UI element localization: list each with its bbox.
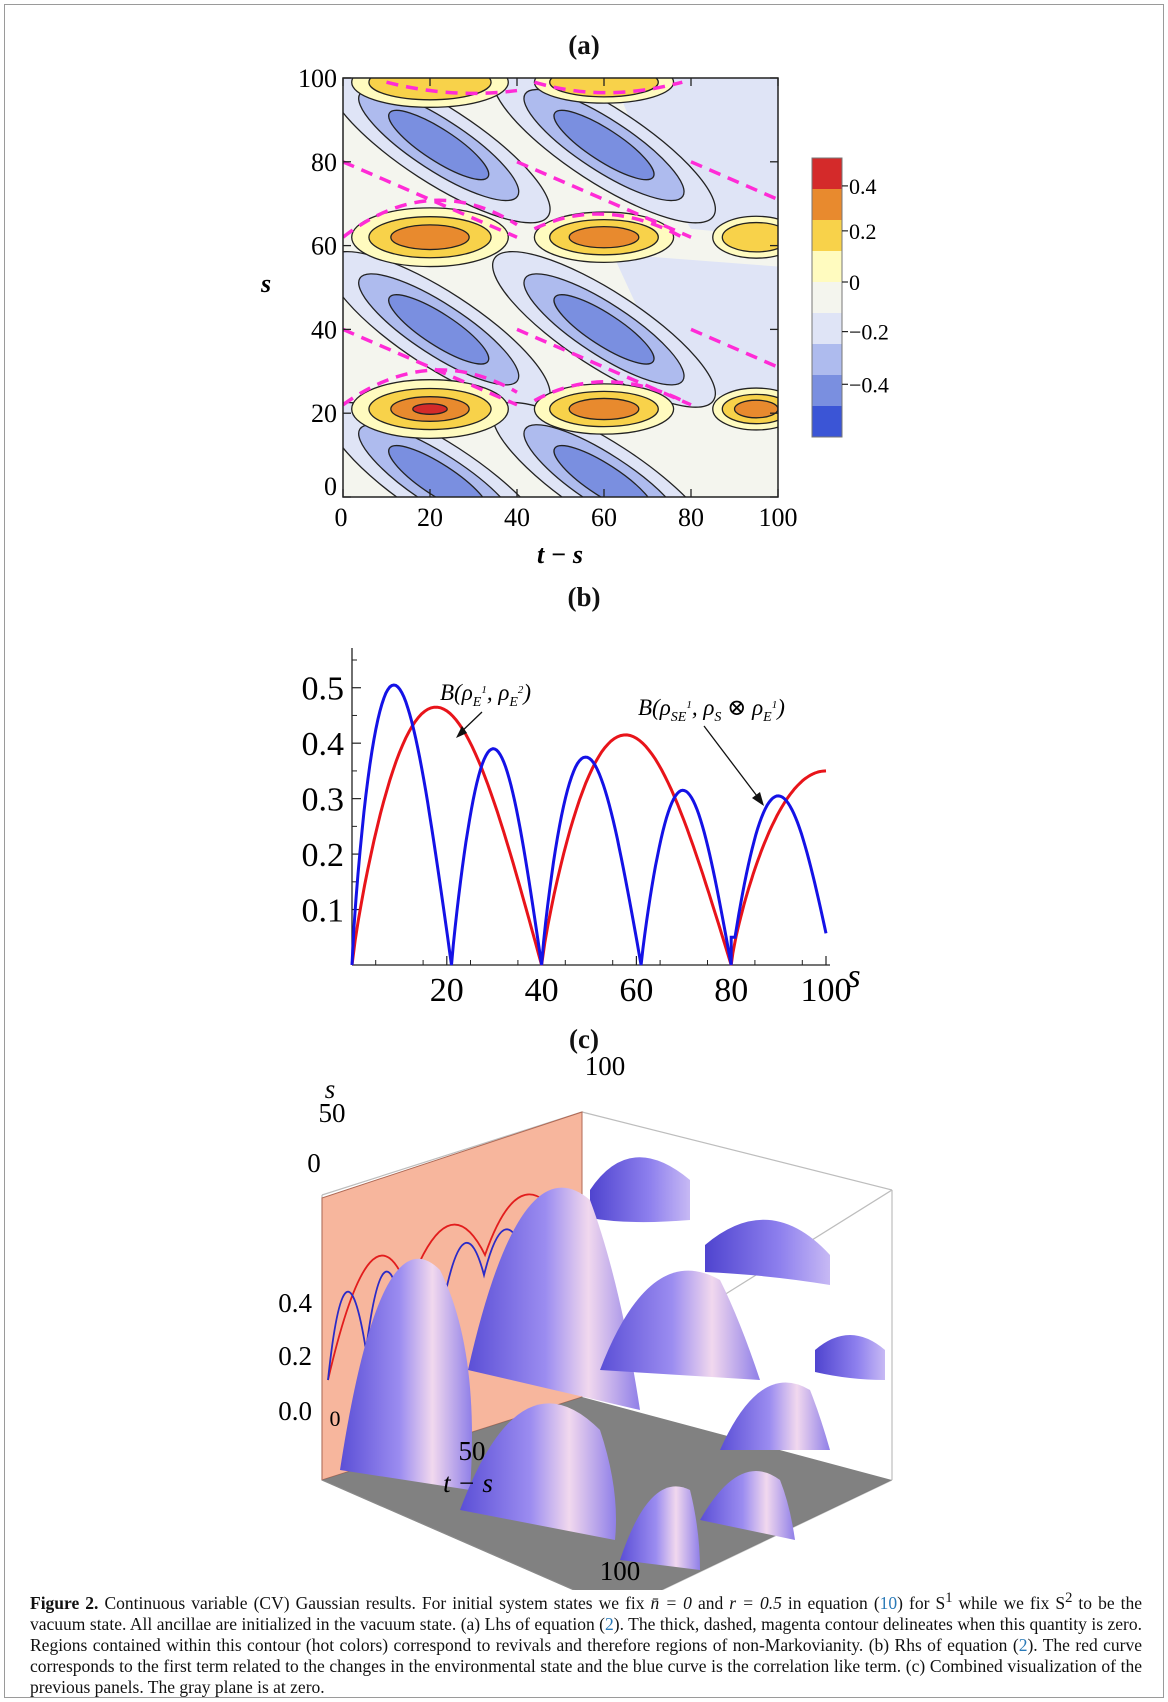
hot-lobe (568, 226, 640, 249)
panel-c-label: (c) (569, 1024, 599, 1054)
hot-lobe (568, 397, 640, 421)
panel-c-s-tick-100: 100 (585, 1051, 626, 1081)
contour-plot-frame (342, 77, 779, 498)
panel-b-label: (b) (567, 582, 601, 612)
y-tick-label: 0 (324, 472, 337, 501)
panel-c-z-tick-02: 0.2 (278, 1341, 312, 1371)
blue-label-arrowhead (752, 792, 764, 806)
red-curve-label: B(ρE1, ρE2) (440, 680, 531, 710)
zero-contour (690, 160, 778, 202)
x-tick-label: 40 (504, 503, 530, 532)
hot-lobe (412, 403, 448, 415)
panel-c-s-tick-50: 50 (319, 1098, 346, 1128)
colorbar-tick-label: 0.2 (849, 219, 877, 244)
hot-lobe (733, 399, 778, 419)
panel-c-z-tick-04: 0.4 (278, 1288, 312, 1318)
cold-lobe (388, 109, 490, 181)
colorbar-band (812, 406, 842, 437)
y-tick-label: 0.2 (302, 837, 345, 874)
cold-region-band (612, 78, 778, 238)
colorbar-band (812, 220, 842, 251)
panel-c-t-tick-50: 50 (459, 1436, 486, 1466)
cold-lobe (553, 444, 655, 497)
panel-c-3d-surface: s 100 50 0 0.4 0.2 0.0 0 50 t − s 100 (278, 1051, 893, 1590)
panel-c-s-label: s (325, 1074, 336, 1104)
panel-c-t-label: t − s (443, 1468, 493, 1498)
y-tick-label: 40 (311, 315, 337, 344)
colorbar-band (812, 282, 842, 313)
panel-c-origin-tick: 0 (330, 1406, 341, 1431)
x-tick-label: 100 (801, 972, 852, 1009)
y-tick-label: 100 (298, 64, 337, 93)
hot-lobe (721, 221, 778, 253)
cold-region-band (612, 253, 778, 397)
contour-fills (343, 78, 778, 497)
colorbar-tick-label: −0.2 (849, 320, 889, 345)
y-tick-label: 0.4 (302, 726, 345, 763)
y-tick-label: 80 (311, 148, 337, 177)
colorbar-tick-label: −0.4 (849, 372, 889, 397)
x-tick-label: 80 (678, 503, 704, 532)
colorbar-band (812, 375, 842, 406)
zero-contour (343, 327, 518, 407)
figure-caption: Figure 2. Continuous variable (CV) Gauss… (30, 1590, 1142, 1697)
x-tick-label: 20 (417, 503, 443, 532)
x-tick-label: 80 (714, 972, 748, 1009)
zero-contour (386, 80, 518, 96)
colorbar-frame (811, 157, 843, 438)
surface-bumps (340, 1157, 885, 1570)
zero-contour (516, 327, 692, 407)
cold-lobe (553, 294, 655, 365)
y-tick-label: 60 (311, 232, 337, 261)
cold-lobe (553, 109, 655, 181)
red-curve (350, 705, 827, 966)
ref-eq-2-b[interactable]: 2 (1018, 1634, 1028, 1655)
panel-c-s-tick-0: 0 (307, 1148, 321, 1178)
colorbar-tick-label: 0 (849, 270, 860, 295)
zero-contour (533, 80, 683, 95)
x-tick-label: 0 (335, 503, 348, 532)
blue-curve (350, 683, 828, 966)
zero-contour (516, 160, 692, 239)
panel-c-z-tick-00: 0.0 (278, 1396, 312, 1426)
x-axis-label: s (847, 958, 860, 995)
zero-contour (690, 327, 778, 369)
colorbar-tick-label: 0.4 (849, 174, 877, 199)
colorbar-band (812, 189, 842, 220)
blue-label-arrow (703, 725, 761, 801)
zero-contour (343, 368, 518, 407)
y-tick-label: 20 (311, 399, 337, 428)
colorbar-band (812, 344, 842, 375)
colorbar: 0.4 0.2 0 −0.2 −0.4 (811, 157, 889, 438)
colorbar-band (812, 313, 842, 344)
x-tick-label: 20 (430, 972, 464, 1009)
panel-a-label: (a) (568, 30, 600, 60)
y-tick-label: 0.1 (302, 893, 345, 930)
y-tick-label: 0.5 (302, 671, 345, 708)
x-tick-label: 60 (591, 503, 617, 532)
zero-contour (343, 160, 518, 239)
panel-a-ticks: 0 20 40 60 80 100 0 20 40 60 80 100 (298, 64, 798, 532)
ref-eq-10[interactable]: 10 (879, 1592, 898, 1613)
y-tick-label: 0.3 (302, 782, 345, 819)
colorbar-band (812, 251, 842, 282)
x-tick-label: 60 (619, 972, 653, 1009)
x-tick-label: 100 (759, 503, 798, 532)
panel-a-x-label: t − s (537, 540, 583, 569)
blue-curve-label: B(ρSE1, ρS ⊗ ρE1) (638, 695, 785, 725)
cold-lobe (388, 294, 490, 365)
zero-contour (343, 198, 518, 239)
panel-a-y-label: s (260, 269, 271, 298)
red-label-arrowhead (456, 726, 467, 738)
panel-c-t-tick-100: 100 (600, 1556, 641, 1586)
x-tick-label: 40 (525, 972, 559, 1009)
hot-lobe (390, 224, 470, 251)
colorbar-band (812, 158, 842, 189)
caption-label: Figure 2. (30, 1592, 99, 1613)
ref-eq-2[interactable]: 2 (605, 1613, 614, 1634)
front-edge (321, 1479, 576, 1590)
